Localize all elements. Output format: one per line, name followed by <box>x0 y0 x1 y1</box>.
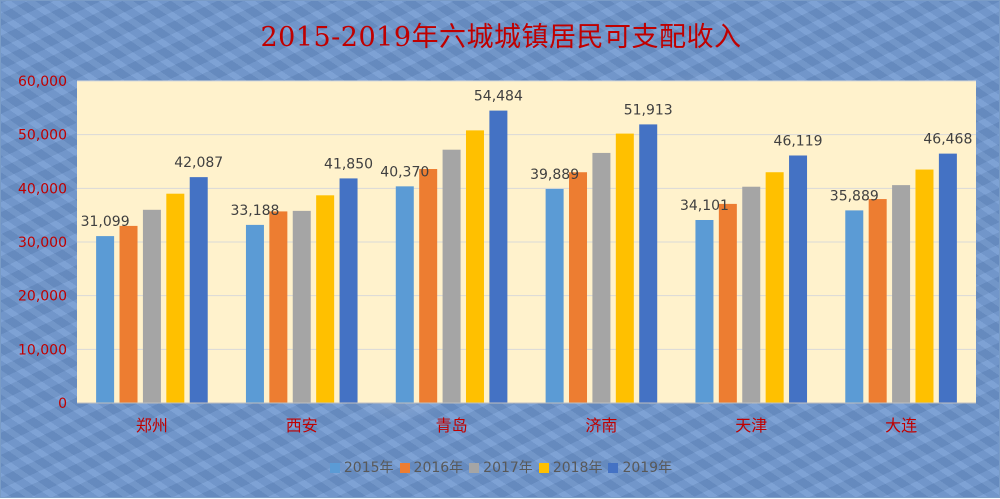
bar <box>339 178 358 403</box>
legend-label: 2016年 <box>413 460 464 476</box>
data-label: 46,468 <box>923 132 972 148</box>
bar <box>269 211 288 403</box>
bar <box>639 124 658 403</box>
legend-item: 2018年 <box>538 457 603 477</box>
data-label: 39,889 <box>530 167 579 183</box>
legend-item: 2015年 <box>329 457 394 477</box>
legend-swatch <box>469 463 480 473</box>
bar <box>592 152 611 403</box>
bar <box>765 172 784 403</box>
legend-swatch <box>399 463 410 473</box>
legend-item: 2016年 <box>399 457 464 477</box>
legend: 2015年 2016年 2017年 2018年 2019年 <box>1 457 1000 477</box>
bar <box>695 219 714 403</box>
bar <box>938 153 957 403</box>
data-label: 31,099 <box>81 214 130 230</box>
legend-item: 2019年 <box>608 457 672 477</box>
x-tick-label: 青岛 <box>436 416 468 435</box>
data-label: 46,119 <box>774 133 823 149</box>
y-tick-label: 60,000 <box>18 74 67 90</box>
x-tick-label: 大连 <box>885 416 917 435</box>
data-label: 33,188 <box>230 203 279 219</box>
y-tick-label: 10,000 <box>18 342 67 358</box>
bar <box>166 193 185 403</box>
legend-label: 2017年 <box>483 460 533 476</box>
x-tick-label: 郑州 <box>136 416 168 435</box>
bar <box>395 186 414 403</box>
bar <box>419 169 438 403</box>
data-label: 41,850 <box>324 156 373 172</box>
bar <box>119 225 138 403</box>
bar <box>245 224 264 403</box>
bar <box>915 169 934 403</box>
bar <box>845 210 864 403</box>
legend-label: 2018年 <box>552 460 603 476</box>
bar <box>789 155 808 403</box>
bar <box>489 110 508 403</box>
data-label: 54,484 <box>474 89 523 105</box>
x-tick-label: 西安 <box>286 416 318 435</box>
data-label: 35,889 <box>830 188 879 204</box>
chart-title: 2015-2019年六城城镇居民可支配收入 <box>260 22 742 53</box>
bar <box>545 188 564 403</box>
data-label: 34,101 <box>680 198 729 214</box>
legend-label: 2019年 <box>622 460 673 476</box>
bar <box>292 210 311 403</box>
data-label: 40,370 <box>380 164 429 180</box>
bar <box>142 209 161 403</box>
bar <box>868 199 887 403</box>
legend-swatch <box>608 463 619 473</box>
bar <box>96 236 115 403</box>
bar <box>465 130 484 403</box>
bar <box>189 177 208 403</box>
bar <box>316 195 335 403</box>
y-tick-label: 20,000 <box>18 289 67 305</box>
bar <box>892 185 911 403</box>
y-tick-label: 30,000 <box>18 235 67 251</box>
bar <box>742 186 761 403</box>
bar <box>615 133 634 404</box>
legend-swatch <box>329 463 340 473</box>
legend-item: 2017年 <box>469 457 533 477</box>
legend-label: 2015年 <box>343 460 394 476</box>
x-tick-label: 天津 <box>735 416 767 435</box>
y-tick-label: 40,000 <box>18 181 67 197</box>
y-tick-label: 0 <box>58 396 67 412</box>
bar <box>718 203 737 403</box>
legend-swatch <box>538 463 549 473</box>
bar <box>442 149 461 403</box>
x-tick-label: 济南 <box>585 416 617 435</box>
bar <box>569 172 588 403</box>
y-tick-label: 50,000 <box>18 128 67 144</box>
data-label: 42,087 <box>174 155 223 171</box>
data-label: 51,913 <box>624 102 673 118</box>
